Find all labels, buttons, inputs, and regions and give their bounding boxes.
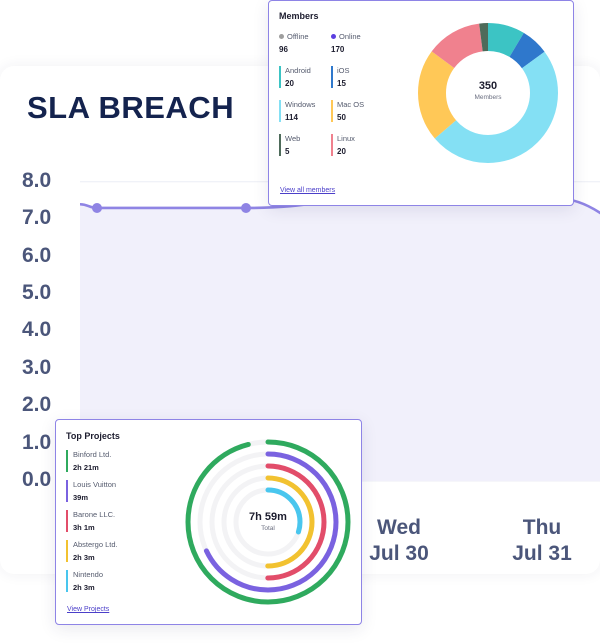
x-tick-date: Jul 31 bbox=[512, 542, 572, 565]
project-item: Nintendo 2h 3m bbox=[66, 570, 166, 592]
member-stat-online: Online 170 bbox=[331, 32, 391, 54]
member-stat-android: Android 20 bbox=[279, 66, 339, 88]
project-item: Louis Vuitton 39m bbox=[66, 480, 166, 502]
members-donut-chart bbox=[418, 23, 558, 163]
ring-arc bbox=[221, 475, 315, 569]
member-stat-label: Android bbox=[285, 66, 311, 75]
project-time: 2h 3m bbox=[73, 583, 95, 592]
member-stat-value: 50 bbox=[337, 113, 346, 122]
project-time: 39m bbox=[73, 493, 89, 502]
members-total-label: Members bbox=[474, 94, 502, 101]
chart-title: SLA BREACH bbox=[27, 90, 235, 125]
member-stat-label: Linux bbox=[337, 134, 355, 143]
member-stat-windows: Windows 114 bbox=[279, 100, 339, 122]
member-stat-value: 96 bbox=[279, 45, 288, 54]
y-tick-label: 7.0 bbox=[22, 206, 52, 230]
x-tick-day: Thu bbox=[522, 516, 562, 539]
projects-total: 7h 59m Total bbox=[183, 511, 353, 532]
y-tick-label: 4.0 bbox=[22, 318, 52, 342]
projects-ring-chart bbox=[185, 439, 351, 605]
ring-arc bbox=[209, 463, 327, 581]
project-time: 2h 3m bbox=[73, 553, 95, 562]
line-point bbox=[241, 202, 251, 213]
x-tick-date: Jul 30 bbox=[369, 542, 429, 565]
x-tick-label: Wed Jul 30 bbox=[359, 515, 439, 567]
y-tick-label: 6.0 bbox=[22, 243, 52, 267]
member-stat-value: 114 bbox=[285, 113, 298, 122]
members-total-value: 350 bbox=[478, 80, 498, 92]
status-dot-icon bbox=[331, 34, 336, 39]
status-dot-icon bbox=[279, 34, 284, 39]
line-series-area bbox=[80, 196, 600, 481]
member-stat-offline: Offline 96 bbox=[279, 32, 339, 54]
view-projects-link[interactable]: View Projects bbox=[67, 606, 110, 613]
member-stat-value: 15 bbox=[337, 79, 346, 88]
member-stat-value: 5 bbox=[285, 147, 290, 156]
project-name: Louis Vuitton bbox=[73, 480, 117, 489]
project-name: Binford Ltd. bbox=[73, 450, 112, 459]
ring-arc bbox=[197, 451, 339, 593]
project-item: Binford Ltd. 2h 21m bbox=[66, 450, 166, 472]
members-total: 350 Members bbox=[413, 80, 563, 101]
view-all-members-link[interactable]: View all members bbox=[280, 187, 336, 194]
y-tick-label: 1.0 bbox=[22, 430, 52, 454]
member-stat-label: Web bbox=[285, 134, 301, 143]
x-tick-label: Thu Jul 31 bbox=[502, 515, 582, 567]
y-tick-label: 2.0 bbox=[22, 393, 52, 417]
y-tick-label: 8.0 bbox=[22, 168, 52, 192]
top-projects-panel: Top Projects Binford Ltd. 2h 21m Louis Vui… bbox=[55, 419, 362, 625]
member-stat-linux: Linux 20 bbox=[331, 134, 391, 156]
y-tick-label: 0.0 bbox=[22, 468, 52, 491]
member-stat-value: 20 bbox=[285, 79, 294, 88]
member-stat-label: Windows bbox=[285, 100, 316, 109]
ring-arc bbox=[185, 439, 351, 605]
member-stat-label: iOS bbox=[337, 66, 350, 75]
x-tick-day: Wed bbox=[377, 516, 421, 539]
projects-total-label: Total bbox=[261, 525, 275, 532]
project-time: 3h 1m bbox=[73, 523, 95, 532]
donut-segment-windows bbox=[418, 23, 558, 163]
project-name: Abstergo Ltd. bbox=[73, 540, 118, 549]
line-point bbox=[92, 202, 102, 213]
member-stat-label: Mac OS bbox=[337, 100, 365, 109]
member-stat-web: Web 5 bbox=[279, 134, 339, 156]
projects-total-value: 7h 59m bbox=[249, 511, 287, 523]
y-tick-label: 5.0 bbox=[22, 281, 52, 304]
member-stat-mac-os: Mac OS 50 bbox=[331, 100, 391, 122]
member-stat-value: 170 bbox=[331, 45, 345, 54]
project-name: Nintendo bbox=[73, 570, 104, 579]
donut-segment-web bbox=[418, 23, 558, 163]
member-stat-label: Offline bbox=[287, 32, 309, 41]
members-title: Members bbox=[279, 11, 319, 21]
project-item: Abstergo Ltd. 2h 3m bbox=[66, 540, 166, 562]
y-tick-label: 3.0 bbox=[22, 355, 52, 379]
donut-segment-mac-os bbox=[418, 23, 558, 163]
member-stat-label: Online bbox=[339, 32, 361, 41]
project-name: Barone LLC. bbox=[73, 510, 116, 519]
project-item: Barone LLC. 3h 1m bbox=[66, 510, 166, 532]
member-stat-ios: iOS 15 bbox=[331, 66, 391, 88]
ring-arc bbox=[233, 487, 303, 557]
members-panel: Members Offline 96 Online 170 Android 20 iOS 15… bbox=[268, 0, 574, 206]
top-projects-title: Top Projects bbox=[66, 431, 120, 441]
project-time: 2h 21m bbox=[73, 463, 99, 472]
member-stat-value: 20 bbox=[337, 147, 346, 156]
